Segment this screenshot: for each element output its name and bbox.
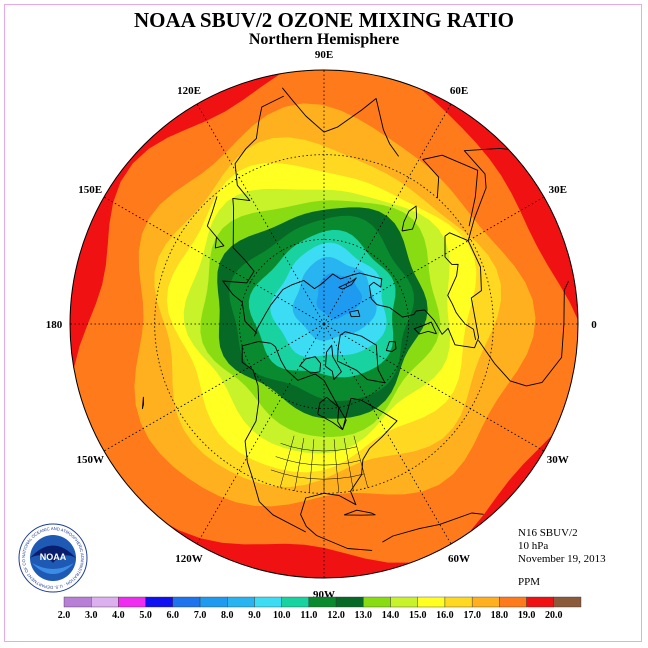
coastline: [281, 87, 399, 157]
longitude-label: 150W: [76, 454, 104, 466]
date-label: November 19, 2013: [518, 553, 606, 565]
noaa-logo-text: NOAA: [40, 552, 67, 562]
coastline: [141, 396, 144, 410]
colorbar-swatches: [63, 596, 582, 608]
colorbar-label: 14.0: [382, 610, 400, 621]
colorbar-swatch: [417, 596, 446, 608]
longitude-label: 60W: [448, 553, 470, 565]
colorbar-label: 15.0: [409, 610, 427, 621]
colorbar-swatch: [118, 596, 146, 608]
map-frame: [4, 4, 642, 642]
state-boundary: [333, 439, 340, 493]
colorbar-label: 5.0: [139, 610, 152, 621]
colorbar-label: 4.0: [112, 610, 125, 621]
colorbar-swatch: [63, 596, 92, 608]
colorbar-swatch: [526, 596, 554, 608]
coastline: [325, 344, 342, 380]
page-subtitle: Northern Hemisphere: [248, 31, 400, 48]
units-label: PPM: [518, 576, 541, 588]
coastline: [413, 321, 437, 335]
longitude-label: 120W: [175, 553, 203, 565]
longitude-label: 150E: [78, 184, 102, 196]
coastlines: [141, 87, 570, 551]
colorbar-label: 12.0: [327, 610, 345, 621]
noaa-logo: NATIONAL OCEANIC AND ATMOSPHERIC ADMINIS…: [18, 523, 88, 593]
longitude-label: 60E: [450, 85, 468, 97]
page-title: NOAA SBUV/2 OZONE MIXING RATIO: [134, 8, 514, 32]
colorbar-swatch: [390, 596, 418, 608]
coastline: [444, 232, 482, 348]
pressure-label: 10 hPa: [518, 540, 549, 552]
colorbar-swatch: [145, 596, 174, 608]
state-boundary: [279, 435, 295, 488]
colorbar-label: 18.0: [491, 610, 509, 621]
colorbar-label: 16.0: [436, 610, 454, 621]
state-boundary: [343, 437, 354, 491]
colorbar-swatch: [308, 596, 337, 608]
colorbar-label: 17.0: [463, 610, 481, 621]
coastline: [299, 356, 322, 374]
state-boundary: [353, 435, 369, 488]
colorbar-swatch: [199, 596, 228, 608]
colorbar-label: 19.0: [518, 610, 536, 621]
coastline: [382, 512, 484, 543]
colorbar-label: 3.0: [85, 610, 98, 621]
coastline: [241, 341, 307, 533]
colorbar-swatch: [254, 596, 282, 608]
coastline: [270, 342, 398, 551]
coastline: [337, 331, 386, 384]
colorbar-label: 20.0: [545, 610, 563, 621]
coastline: [338, 277, 357, 290]
colorbar-swatch: [471, 596, 500, 608]
colorbar-label: 9.0: [248, 610, 261, 621]
colorbar-label: 10.0: [273, 610, 291, 621]
longitude-label: 0: [591, 319, 597, 331]
colorbar-label: 2.0: [58, 610, 71, 621]
colorbar-label: 6.0: [167, 610, 180, 621]
lat-lon-gridlines: [70, 70, 578, 578]
coastline: [352, 272, 475, 349]
colorbar-label: 11.0: [300, 610, 317, 621]
coastline: [422, 154, 479, 227]
instrument-label: N16 SBUV/2: [518, 527, 578, 539]
state-boundary: [280, 443, 357, 452]
colorbar-swatch: [499, 596, 527, 608]
colorbar-swatch: [335, 596, 364, 608]
longitude-label: 120E: [177, 85, 201, 97]
coastline: [478, 280, 570, 387]
colorbar-swatch: [91, 596, 119, 608]
colorbar-swatch: [281, 596, 310, 608]
colorbar-label: 7.0: [194, 610, 207, 621]
coastline: [349, 309, 361, 318]
state-boundary: [308, 439, 315, 493]
colorbar-label: 8.0: [221, 610, 234, 621]
coastline: [317, 396, 347, 431]
coastline: [385, 341, 397, 352]
state-boundary: [275, 456, 361, 466]
colorbar-swatch: [363, 596, 391, 608]
colorbar-swatch: [553, 596, 582, 608]
longitude-label: 30E: [549, 184, 567, 196]
map-info-block: N16 SBUV/2 10 hPa November 19, 2013 PPM: [518, 527, 606, 589]
colorbar-labels: 2.0 3.0 4.0 5.0 6.0 7.0 8.0 9.0 10.0 11.0 12.0 13.0…: [58, 610, 563, 621]
longitude-label: 180: [46, 319, 63, 331]
coastline: [222, 95, 284, 334]
colorbar-swatch: [444, 596, 473, 608]
state-boundary: [294, 437, 305, 491]
coastline: [343, 509, 376, 516]
colorbar-swatch: [227, 596, 255, 608]
state-boundary: [270, 469, 365, 480]
colorbar-label: 13.0: [355, 610, 373, 621]
coastline: [206, 196, 225, 249]
coastline: [254, 273, 353, 337]
colorbar-swatch: [172, 596, 201, 608]
coastline: [401, 205, 418, 232]
globe-outline: [69, 69, 579, 579]
longitude-label: 30W: [547, 454, 569, 466]
longitude-label: 90E: [315, 49, 333, 61]
coastline: [463, 147, 530, 241]
